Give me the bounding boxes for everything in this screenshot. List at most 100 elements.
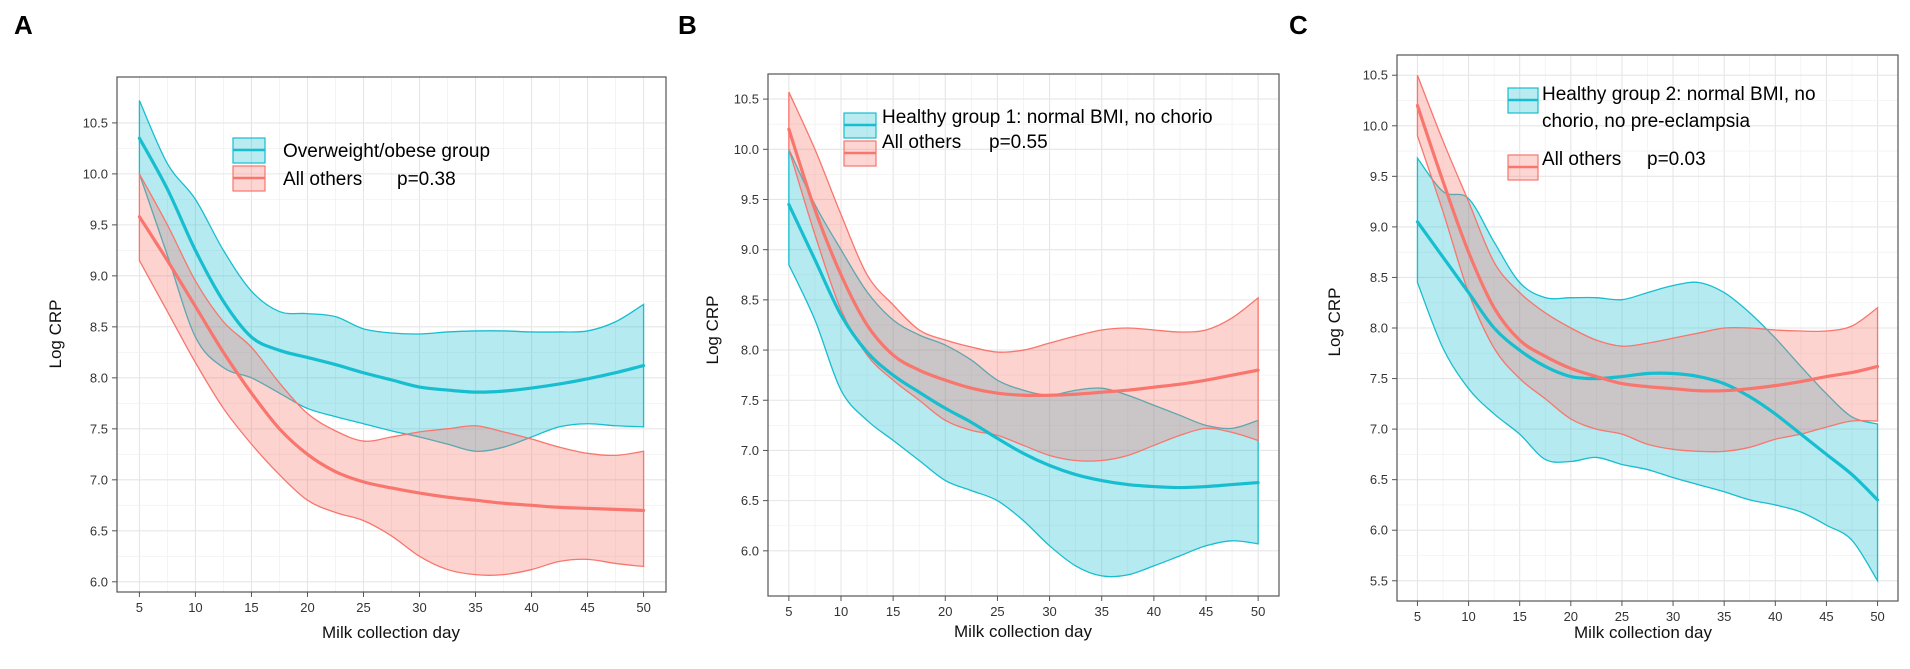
panel-b-fit-line-series-2 [787, 127, 1260, 398]
panel-a-x-ticks: 5 10 15 20 25 30 35 40 45 50 [136, 592, 651, 615]
y-tick-label: 5.5 [1370, 573, 1388, 588]
y-tick-label: 8.5 [741, 292, 759, 307]
x-tick-label: 10 [834, 604, 848, 619]
panel-b-lines [787, 127, 1260, 490]
panel-b-legend-key-series-1 [843, 112, 877, 139]
panel-b-confidence-band-series-2 [788, 91, 1259, 462]
panel-c-x-ticks: 5 10 15 20 25 30 35 40 45 50 [1414, 601, 1885, 624]
x-tick-label: 30 [1042, 604, 1056, 619]
x-tick-label: 5 [1414, 609, 1421, 624]
panel-a-legend-label-series-1: Overweight/obese group [283, 141, 490, 162]
panel-c-label: C [1289, 10, 1308, 40]
y-tick-label: 9.0 [90, 268, 108, 283]
panel-a-y-axis-title: Log CRP [46, 300, 65, 369]
y-tick-label: 9.5 [1370, 169, 1388, 184]
x-tick-label: 40 [1147, 604, 1161, 619]
panel-a-lines [137, 136, 646, 513]
x-tick-label: 45 [580, 600, 594, 615]
y-tick-label: 7.5 [1370, 371, 1388, 386]
panel-b-legend-label-series-2: All others [882, 132, 961, 153]
x-tick-label: 40 [524, 600, 538, 615]
panel-a-legend: Overweight/obese group All others p=0.38 [232, 137, 490, 192]
panel-c-legend-key-series-1 [1507, 87, 1539, 114]
panel-a-fit-line-series-2 [137, 215, 646, 513]
panel-a-legend-key-series-1 [232, 137, 266, 164]
panel-a-bands [138, 100, 645, 576]
panel-c-legend-key-series-2 [1507, 154, 1539, 181]
panel-c-p-value: p=0.03 [1647, 149, 1706, 170]
x-tick-label: 15 [886, 604, 900, 619]
x-tick-label: 25 [1615, 609, 1629, 624]
x-tick-label: 35 [1717, 609, 1731, 624]
x-tick-label: 25 [356, 600, 370, 615]
panel-b-label: B [678, 10, 697, 40]
panel-b: B 5 10 15 20 25 30 35 40 45 50 6.0 6.5 7.0 7.5 8.0 8.5… [678, 10, 1280, 641]
panel-c-legend-label-series-1-line-1: Healthy group 2: normal BMI, no [1542, 84, 1816, 105]
x-tick-label: 25 [990, 604, 1004, 619]
panel-c-confidence-band-series-1 [1416, 156, 1879, 584]
panel-a-plot-frame [116, 76, 667, 593]
panel-c-legend-label-series-1-line-2: chorio, no pre-eclampsia [1542, 111, 1750, 132]
panel-a-grid [117, 77, 666, 592]
y-tick-label: 10.0 [83, 166, 108, 181]
x-tick-label: 50 [1251, 604, 1265, 619]
panel-c-legend: Healthy group 2: normal BMI, no chorio, … [1507, 84, 1816, 181]
y-tick-label: 10.5 [734, 92, 759, 107]
panel-b-x-ticks: 5 10 15 20 25 30 35 40 45 50 [785, 596, 1265, 619]
panel-c-fit-line-series-1 [1415, 220, 1880, 502]
x-tick-label: 40 [1768, 609, 1782, 624]
x-tick-label: 15 [244, 600, 258, 615]
y-tick-label: 8.5 [1370, 270, 1388, 285]
panel-a-legend-key-series-2 [232, 165, 266, 192]
panel-c: C 5 10 15 20 25 30 35 40 45 50 5.5 6.0 6.5 7.0 7.5 8.0… [1289, 10, 1899, 642]
y-tick-label: 7.0 [90, 472, 108, 487]
panel-c-y-axis-title: Log CRP [1325, 288, 1344, 357]
panel-a-fit-line-series-1 [137, 136, 646, 394]
panel-a-y-ticks: 6.0 6.5 7.0 7.5 8.0 8.5 9.0 9.5 10.0 10.5 [83, 115, 117, 589]
x-tick-label: 30 [412, 600, 426, 615]
x-tick-label: 10 [188, 600, 202, 615]
x-tick-label: 50 [1870, 609, 1884, 624]
panel-b-x-axis-title: Milk collection day [954, 622, 1092, 641]
y-tick-label: 6.0 [741, 543, 759, 558]
panel-b-bands [788, 91, 1259, 578]
x-tick-label: 35 [1094, 604, 1108, 619]
y-tick-label: 9.5 [90, 217, 108, 232]
panel-b-y-ticks: 6.0 6.5 7.0 7.5 8.0 8.5 9.0 9.5 10.0 10.5 [734, 92, 768, 558]
x-tick-label: 45 [1199, 604, 1213, 619]
panel-b-legend-label-series-1: Healthy group 1: normal BMI, no chorio [882, 107, 1213, 128]
panel-c-x-axis-title: Milk collection day [1574, 623, 1712, 642]
panel-b-y-axis-title: Log CRP [703, 296, 722, 365]
x-tick-label: 5 [785, 604, 792, 619]
panel-c-y-ticks: 5.5 6.0 6.5 7.0 7.5 8.0 8.5 9.0 9.5 10.0 10.5 [1363, 68, 1397, 588]
y-tick-label: 8.5 [90, 319, 108, 334]
x-tick-label: 45 [1819, 609, 1833, 624]
panel-b-plot-frame [767, 73, 1280, 597]
y-tick-label: 10.5 [83, 115, 108, 130]
panel-a-x-axis-title: Milk collection day [322, 623, 460, 642]
y-tick-label: 10.5 [1363, 68, 1388, 83]
x-tick-label: 10 [1461, 609, 1475, 624]
y-tick-label: 6.5 [1370, 472, 1388, 487]
panel-b-p-value: p=0.55 [989, 132, 1048, 153]
panel-a-confidence-band-series-2 [138, 173, 645, 576]
panel-c-lines [1415, 103, 1880, 502]
x-tick-label: 35 [468, 600, 482, 615]
panel-a-p-value: p=0.38 [397, 169, 456, 190]
y-tick-label: 6.5 [90, 523, 108, 538]
x-tick-label: 20 [938, 604, 952, 619]
y-tick-label: 9.0 [741, 242, 759, 257]
panel-b-legend-key-series-2 [843, 140, 877, 167]
y-tick-label: 10.0 [734, 142, 759, 157]
panel-b-fit-line-series-1 [787, 202, 1260, 490]
x-tick-label: 30 [1666, 609, 1680, 624]
panel-a-label: A [14, 10, 33, 40]
panel-a: A 5 10 15 20 25 30 35 40 45 50 6.0 6.5 7.0 7.5 8.0 8.5… [14, 10, 667, 642]
y-tick-label: 7.0 [1370, 422, 1388, 437]
y-tick-label: 8.0 [1370, 321, 1388, 336]
y-tick-label: 7.5 [741, 393, 759, 408]
panel-c-legend-label-series-2: All others [1542, 149, 1621, 170]
x-tick-label: 50 [636, 600, 650, 615]
x-tick-label: 20 [300, 600, 314, 615]
